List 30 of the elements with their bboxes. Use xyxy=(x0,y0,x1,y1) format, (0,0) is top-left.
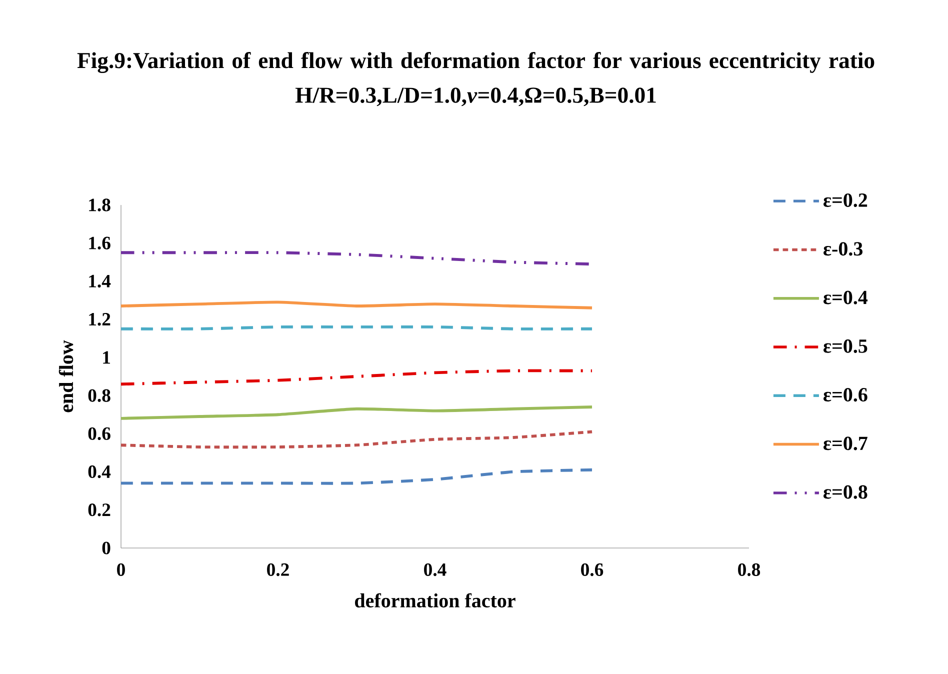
legend-label: ε=0.7 xyxy=(824,436,868,450)
y-tick-label: 1.6 xyxy=(89,236,110,250)
line-series xyxy=(121,430,594,449)
legend-label: ε-0.3 xyxy=(824,242,862,256)
y-tick-label: 0.6 xyxy=(88,427,110,440)
y-tick-label: 0.4 xyxy=(88,465,111,478)
y-tick-label: 0.2 xyxy=(88,504,110,516)
line-series xyxy=(121,406,594,420)
chart-subtitle: H/R=0.3,L/D=1.0,ν=0.4,Ω=0.5,B=0.01 xyxy=(295,88,656,106)
x-tick-label: 0.2 xyxy=(267,563,289,576)
legend-label: ε=0.2 xyxy=(824,193,868,208)
y-tick-label: 1.2 xyxy=(89,313,110,326)
x-tick-label: 0.4 xyxy=(424,563,446,576)
chart-title: Fig.9:Variation of end flow with deformation factor for various eccentricity ratio xyxy=(77,52,874,73)
line-series xyxy=(121,369,594,386)
legend-label: ε=0.8 xyxy=(824,485,868,499)
y-tick-label: 0 xyxy=(102,542,110,554)
x-axis-title: deformation factor xyxy=(355,593,516,608)
line-series xyxy=(121,468,594,485)
legend-label: ε=0.6 xyxy=(824,388,868,402)
y-tick-label: 0.8 xyxy=(88,389,110,402)
x-tick-label: 0 xyxy=(117,563,125,576)
y-tick-label: 1 xyxy=(103,351,110,364)
x-tick-label: 0.6 xyxy=(581,563,604,576)
x-tick-label: 0.8 xyxy=(738,563,760,576)
y-tick-label: 1.4 xyxy=(89,274,111,288)
legend-label: ε=0.4 xyxy=(824,290,868,304)
y-tick-label: 1.8 xyxy=(89,198,110,212)
legend-label: ε=0.5 xyxy=(824,339,868,353)
y-axis-title: end flow xyxy=(58,340,74,412)
